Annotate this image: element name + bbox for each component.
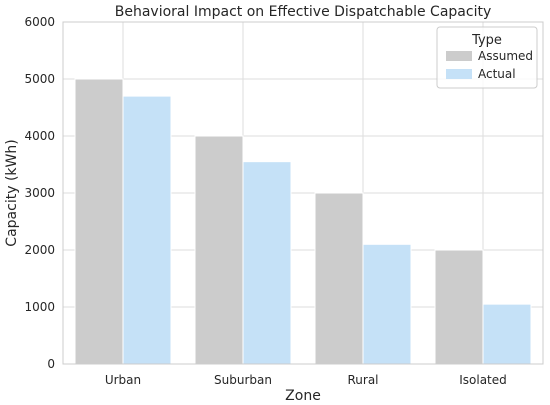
y-tick-labels: 0 1000 2000 3000 4000 5000 6000	[24, 15, 55, 371]
bar-assumed-urban	[74, 78, 124, 365]
bar-actual-suburban	[242, 161, 292, 365]
legend-swatch-assumed	[446, 51, 472, 61]
y-tick-label: 0	[47, 357, 55, 371]
legend-label-actual: Actual	[478, 67, 516, 81]
y-tick-label: 6000	[24, 15, 55, 29]
bar-assumed-suburban	[194, 135, 244, 365]
plot-frame	[62, 21, 544, 365]
y-tick-label: 4000	[24, 129, 55, 143]
bar-actual-urban	[122, 95, 172, 365]
x-tick-labels: Urban Suburban Rural Isolated	[105, 373, 507, 387]
y-tick-label: 2000	[24, 243, 55, 257]
bar-actual-rural	[362, 243, 412, 365]
legend-label-assumed: Assumed	[478, 49, 533, 63]
bars	[74, 78, 532, 365]
legend: Type Assumed Actual	[436, 26, 538, 89]
y-tick-label: 1000	[24, 300, 55, 314]
legend-title: Type	[471, 33, 502, 48]
bar-assumed-rural	[314, 192, 364, 365]
bar-actual-isolated	[482, 303, 532, 365]
y-tick-label: 5000	[24, 72, 55, 86]
x-axis-label: Zone	[285, 388, 321, 404]
x-tick-label: Isolated	[459, 373, 507, 387]
legend-swatch-actual	[446, 69, 472, 79]
y-tick-label: 3000	[24, 186, 55, 200]
x-tick-label: Urban	[105, 373, 141, 387]
chart-title: Behavioral Impact on Effective Dispatcha…	[115, 4, 491, 20]
bar-assumed-isolated	[434, 249, 484, 365]
x-tick-label: Rural	[347, 373, 378, 387]
x-tick-label: Suburban	[214, 373, 272, 387]
y-axis-label: Capacity (kWh)	[4, 139, 20, 246]
